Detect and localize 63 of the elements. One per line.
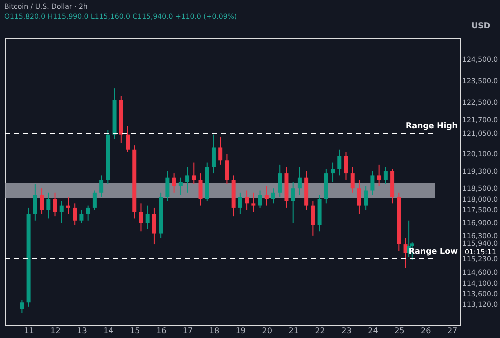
candlestick [40, 188, 44, 215]
candlestick [264, 186, 269, 206]
candlestick [73, 203, 78, 226]
x-tick-label: 25 [394, 326, 405, 336]
candlestick [100, 175, 104, 198]
candlestick [86, 205, 90, 222]
candlestick [338, 149, 342, 176]
candlestick [291, 182, 296, 224]
candlestick [60, 201, 64, 224]
candlestick [364, 186, 368, 211]
candlestick [245, 190, 250, 211]
candlestick [212, 134, 216, 174]
candlestick [331, 162, 336, 183]
candlestick [344, 152, 348, 180]
x-tick-label: 13 [77, 326, 88, 336]
x-tick-label: 18 [209, 326, 220, 336]
candlestick [139, 203, 144, 232]
candlestick [258, 190, 262, 208]
x-tick-label: 15 [130, 326, 140, 336]
x-tick-label: 11 [24, 326, 34, 336]
x-tick-label: 21 [288, 326, 299, 336]
x-tick-label: 26 [421, 326, 432, 336]
candlestick [80, 210, 84, 224]
x-tick-label: 16 [156, 326, 167, 336]
candlestick [238, 192, 242, 215]
candlestick [198, 173, 203, 206]
candlestick [126, 126, 130, 153]
candlestick [350, 166, 355, 194]
candlestick [192, 162, 196, 185]
candlestick [186, 166, 190, 194]
candlestick [384, 166, 388, 185]
x-tick-label: 23 [342, 326, 352, 336]
candlestick [20, 300, 24, 314]
candlestick [146, 205, 150, 230]
y-axis-title: USD [472, 22, 491, 30]
candlestick [66, 196, 70, 215]
candlestick [178, 177, 183, 196]
x-tick-label: 19 [236, 326, 246, 336]
candlestick [53, 192, 58, 218]
x-tick-label: 12 [50, 326, 61, 336]
x-tick-label: 20 [262, 326, 272, 336]
candlestick [252, 192, 256, 213]
candlestick [152, 207, 156, 246]
candlestick [311, 201, 316, 236]
candlestick [92, 190, 97, 211]
candlestick [33, 184, 38, 222]
x-tick-label: 22 [315, 326, 326, 336]
x-tick-label: 17 [182, 326, 194, 336]
candlestick [166, 170, 170, 202]
candlestick [272, 188, 276, 204]
candlestick [172, 173, 176, 194]
candlestick [46, 192, 51, 220]
candlestick [278, 164, 282, 198]
candlestick [377, 164, 382, 187]
candlestick [357, 179, 362, 215]
x-tick-label: 24 [368, 326, 378, 336]
candlestick [370, 170, 375, 196]
candlestick [298, 166, 302, 196]
x-tick-label: 27 [447, 326, 458, 336]
candlestick [218, 136, 223, 166]
x-tick-label: 14 [104, 326, 114, 336]
ref-line-label: Range High [406, 122, 458, 131]
candlestick [225, 154, 230, 185]
